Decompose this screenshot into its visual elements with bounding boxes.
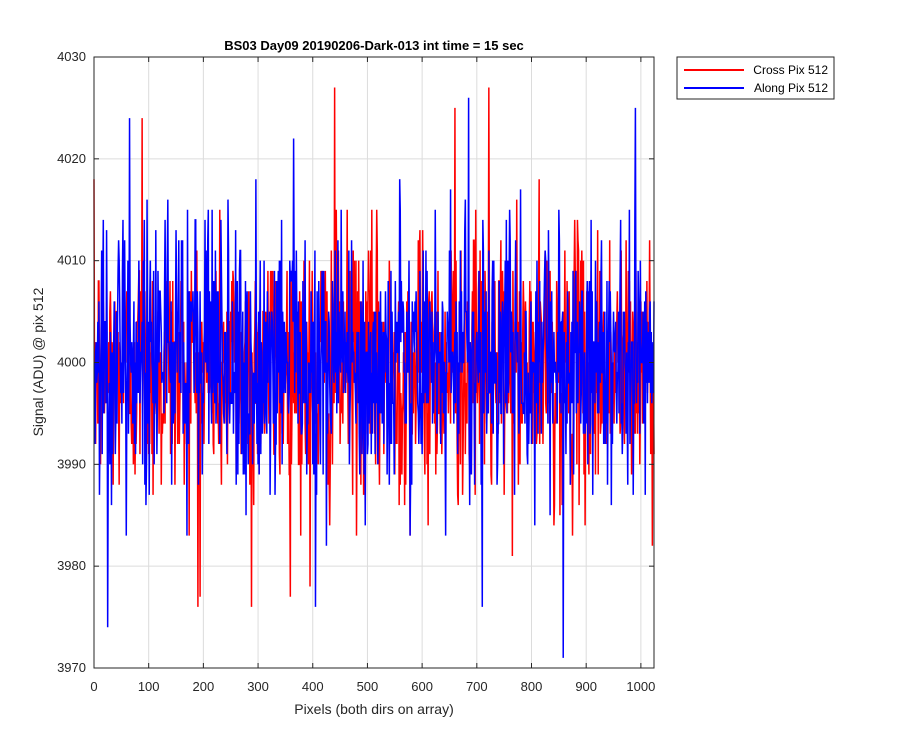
y-tick-label: 4010 — [57, 253, 86, 268]
y-tick-label: 3980 — [57, 558, 86, 573]
y-tick-label: 3990 — [57, 456, 86, 471]
legend-box — [676, 56, 835, 100]
series-layer — [93, 87, 655, 658]
x-tick-label: 300 — [247, 679, 269, 694]
x-tick-label: 1000 — [626, 679, 655, 694]
y-tick-label: 4000 — [57, 355, 86, 370]
legend: Cross Pix 512 Along Pix 512 — [676, 56, 835, 100]
x-tick-label: 800 — [521, 679, 543, 694]
y-tick-label: 3970 — [57, 660, 86, 675]
ticks: 0 100 200 300 400 500 600 700 800 900 1000 3970 3980… — [57, 49, 655, 694]
x-tick-label: 500 — [357, 679, 379, 694]
legend-label-cross: Cross Pix 512 — [753, 63, 828, 77]
x-axis-label: Pixels (both dirs on array) — [294, 701, 454, 717]
x-tick-label: 700 — [466, 679, 488, 694]
x-tick-label: 200 — [193, 679, 215, 694]
y-tick-label: 4030 — [57, 49, 86, 64]
x-tick-label: 900 — [575, 679, 597, 694]
y-tick-label: 4020 — [57, 151, 86, 166]
x-tick-label: 0 — [90, 679, 97, 694]
x-tick-label: 100 — [138, 679, 160, 694]
series-line-along-pix-512 — [93, 97, 655, 658]
chart-title: BS03 Day09 20190206-Dark-013 int time = … — [224, 38, 524, 53]
y-axis-label: Signal (ADU) @ pix 512 — [30, 287, 46, 436]
x-tick-label: 600 — [411, 679, 433, 694]
legend-label-along: Along Pix 512 — [754, 81, 828, 95]
x-tick-label: 400 — [302, 679, 324, 694]
